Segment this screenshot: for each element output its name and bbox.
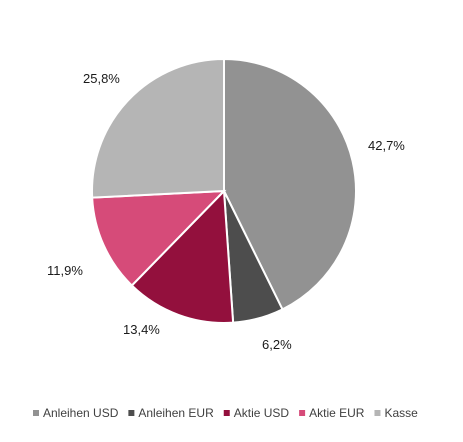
legend-marker <box>223 410 230 416</box>
legend-label: Aktie EUR <box>309 406 365 420</box>
pie-slices <box>91 57 357 324</box>
legend-marker <box>299 410 306 416</box>
legend-item-aktie-eur: Aktie EUR <box>299 406 365 420</box>
pie-slice-aktie-usd[interactable] <box>130 188 235 324</box>
legend-label: Anleihen USD <box>43 406 119 420</box>
pie-slice-anleihen-usd[interactable] <box>223 57 357 311</box>
data-label-aktie-eur: 11,9% <box>47 263 83 278</box>
data-labels: 42,7% 6,2% 13,4% 11,9% 25,8% <box>47 71 405 352</box>
legend-marker <box>128 410 135 416</box>
legend-item-anleihen-usd: Anleihen USD <box>33 406 119 420</box>
legend: Anleihen USD Anleihen EUR Aktie USD Aktie E… <box>33 406 418 420</box>
pie-slice-aktie-eur[interactable] <box>91 189 227 287</box>
legend-item-kasse: Kasse <box>374 406 418 420</box>
legend-label: Anleihen EUR <box>138 406 214 420</box>
pie-slice-kasse[interactable] <box>91 57 225 199</box>
legend-marker <box>33 410 39 416</box>
data-label-anleihen-usd: 42,7% <box>368 138 405 153</box>
legend-label: Kasse <box>384 406 418 420</box>
legend-label: Aktie USD <box>234 406 290 420</box>
legend-item-anleihen-eur: Anleihen EUR <box>128 406 214 420</box>
data-label-anleihen-eur: 6,2% <box>262 337 292 352</box>
legend-item-aktie-usd: Aktie USD <box>223 406 290 420</box>
data-label-kasse: 25,8% <box>83 71 120 86</box>
legend-marker <box>374 410 381 416</box>
data-label-aktie-usd: 13,4% <box>123 322 160 337</box>
